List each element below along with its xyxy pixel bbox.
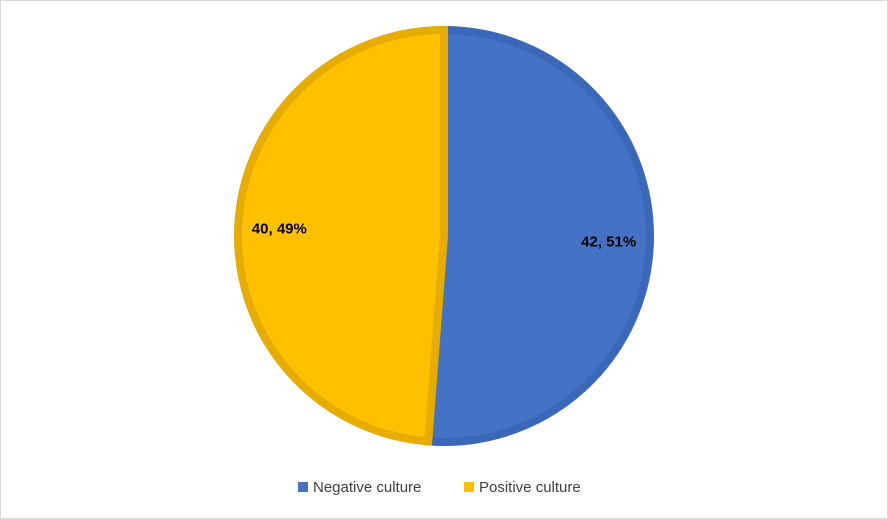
- data-label: 40, 49%: [252, 221, 307, 238]
- legend-swatch: [298, 482, 308, 492]
- legend-label: Positive culture: [479, 479, 581, 496]
- pie-slice: [234, 25, 448, 446]
- legend-swatch: [464, 482, 474, 492]
- data-label: 42, 51%: [581, 233, 636, 250]
- legend-label: Negative culture: [313, 479, 421, 496]
- pie-slice: [423, 25, 654, 446]
